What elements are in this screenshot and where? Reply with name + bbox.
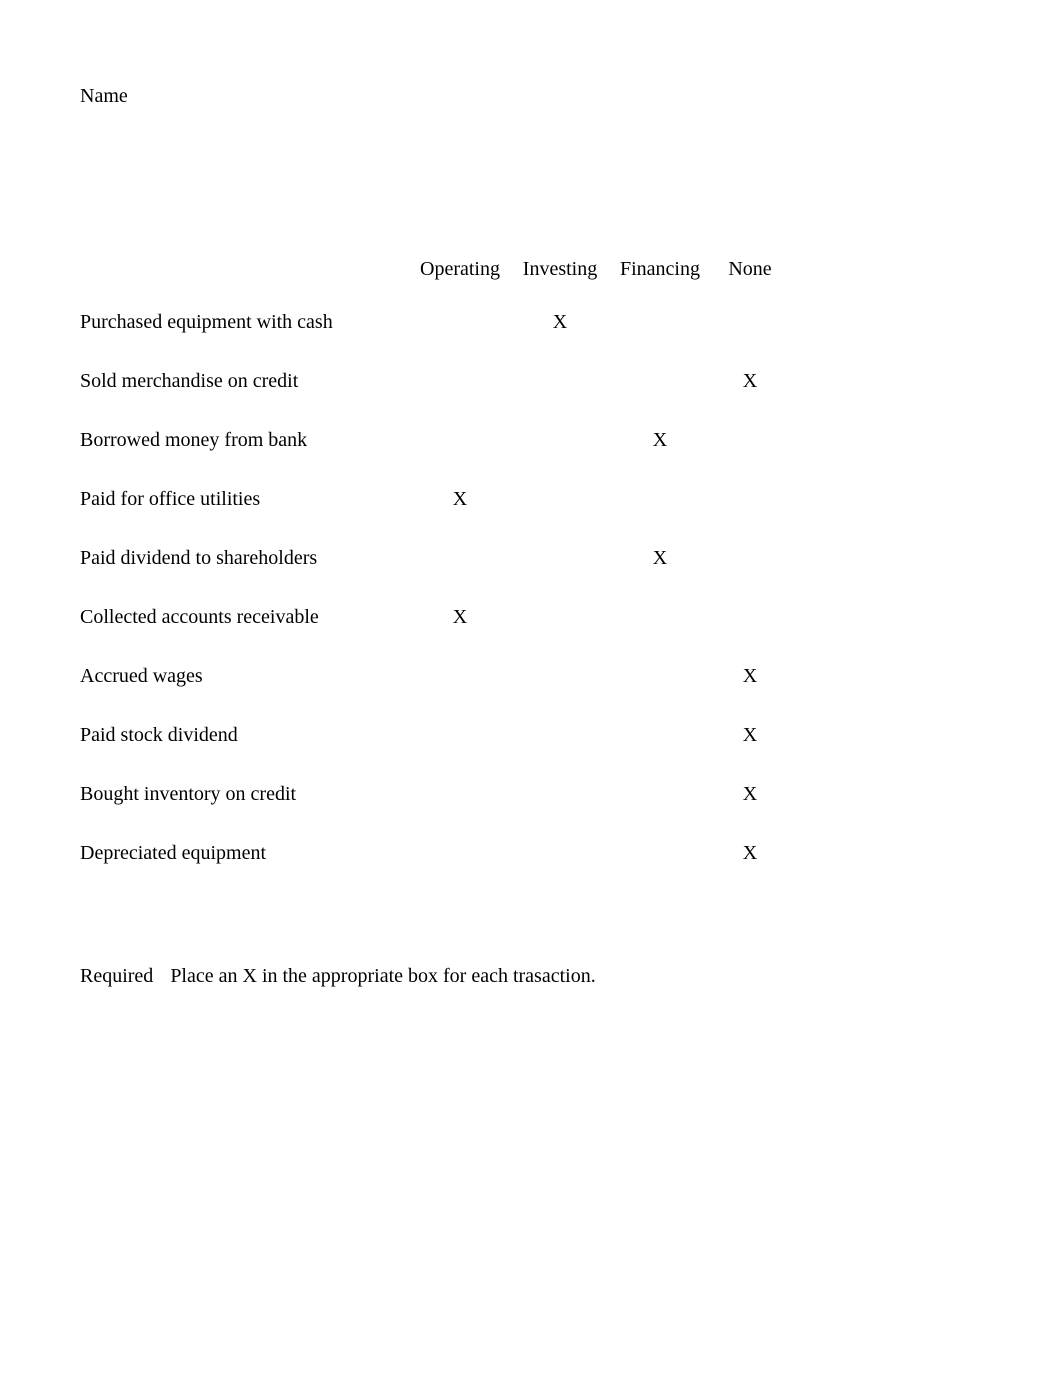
row-description: Bought inventory on credit <box>80 783 410 806</box>
row-description: Borrowed money from bank <box>80 429 410 452</box>
table-header-row: Operating Investing Financing None <box>80 258 982 281</box>
row-description: Paid for office utilities <box>80 488 410 511</box>
name-label: Name <box>80 85 982 108</box>
header-description-spacer <box>80 258 410 281</box>
row-description: Collected accounts receivable <box>80 606 410 629</box>
table-row: Paid dividend to shareholders X <box>80 547 982 570</box>
table-row: Borrowed money from bank X <box>80 429 982 452</box>
header-financing: Financing <box>610 258 710 281</box>
cell-none: X <box>710 783 790 806</box>
table-row: Accrued wages X <box>80 665 982 688</box>
row-description: Sold merchandise on credit <box>80 370 410 393</box>
table-row: Paid for office utilities X <box>80 488 982 511</box>
header-investing: Investing <box>510 258 610 281</box>
row-description: Purchased equipment with cash <box>80 311 410 334</box>
row-description: Paid stock dividend <box>80 724 410 747</box>
cell-operating: X <box>410 488 510 511</box>
document-page: Name Operating Investing Financing None … <box>80 85 982 988</box>
row-description: Accrued wages <box>80 665 410 688</box>
required-label: Required <box>80 965 153 987</box>
table-row: Depreciated equipment X <box>80 842 982 865</box>
cell-none: X <box>710 842 790 865</box>
table-row: Purchased equipment with cash X <box>80 311 982 334</box>
table-row: Bought inventory on credit X <box>80 783 982 806</box>
cell-none: X <box>710 370 790 393</box>
row-description: Paid dividend to shareholders <box>80 547 410 570</box>
table-row: Collected accounts receivable X <box>80 606 982 629</box>
required-text: Place an X in the appropriate box for ea… <box>170 965 595 987</box>
row-description: Depreciated equipment <box>80 842 410 865</box>
table-row: Sold merchandise on credit X <box>80 370 982 393</box>
cell-investing: X <box>510 311 610 334</box>
cell-none: X <box>710 665 790 688</box>
cell-operating: X <box>410 606 510 629</box>
header-none: None <box>710 258 790 281</box>
cell-none: X <box>710 724 790 747</box>
transactions-table: Operating Investing Financing None Purch… <box>80 258 982 865</box>
table-row: Paid stock dividend X <box>80 724 982 747</box>
required-instruction: Required Place an X in the appropriate b… <box>80 965 982 988</box>
cell-financing: X <box>610 547 710 570</box>
header-operating: Operating <box>410 258 510 281</box>
cell-financing: X <box>610 429 710 452</box>
